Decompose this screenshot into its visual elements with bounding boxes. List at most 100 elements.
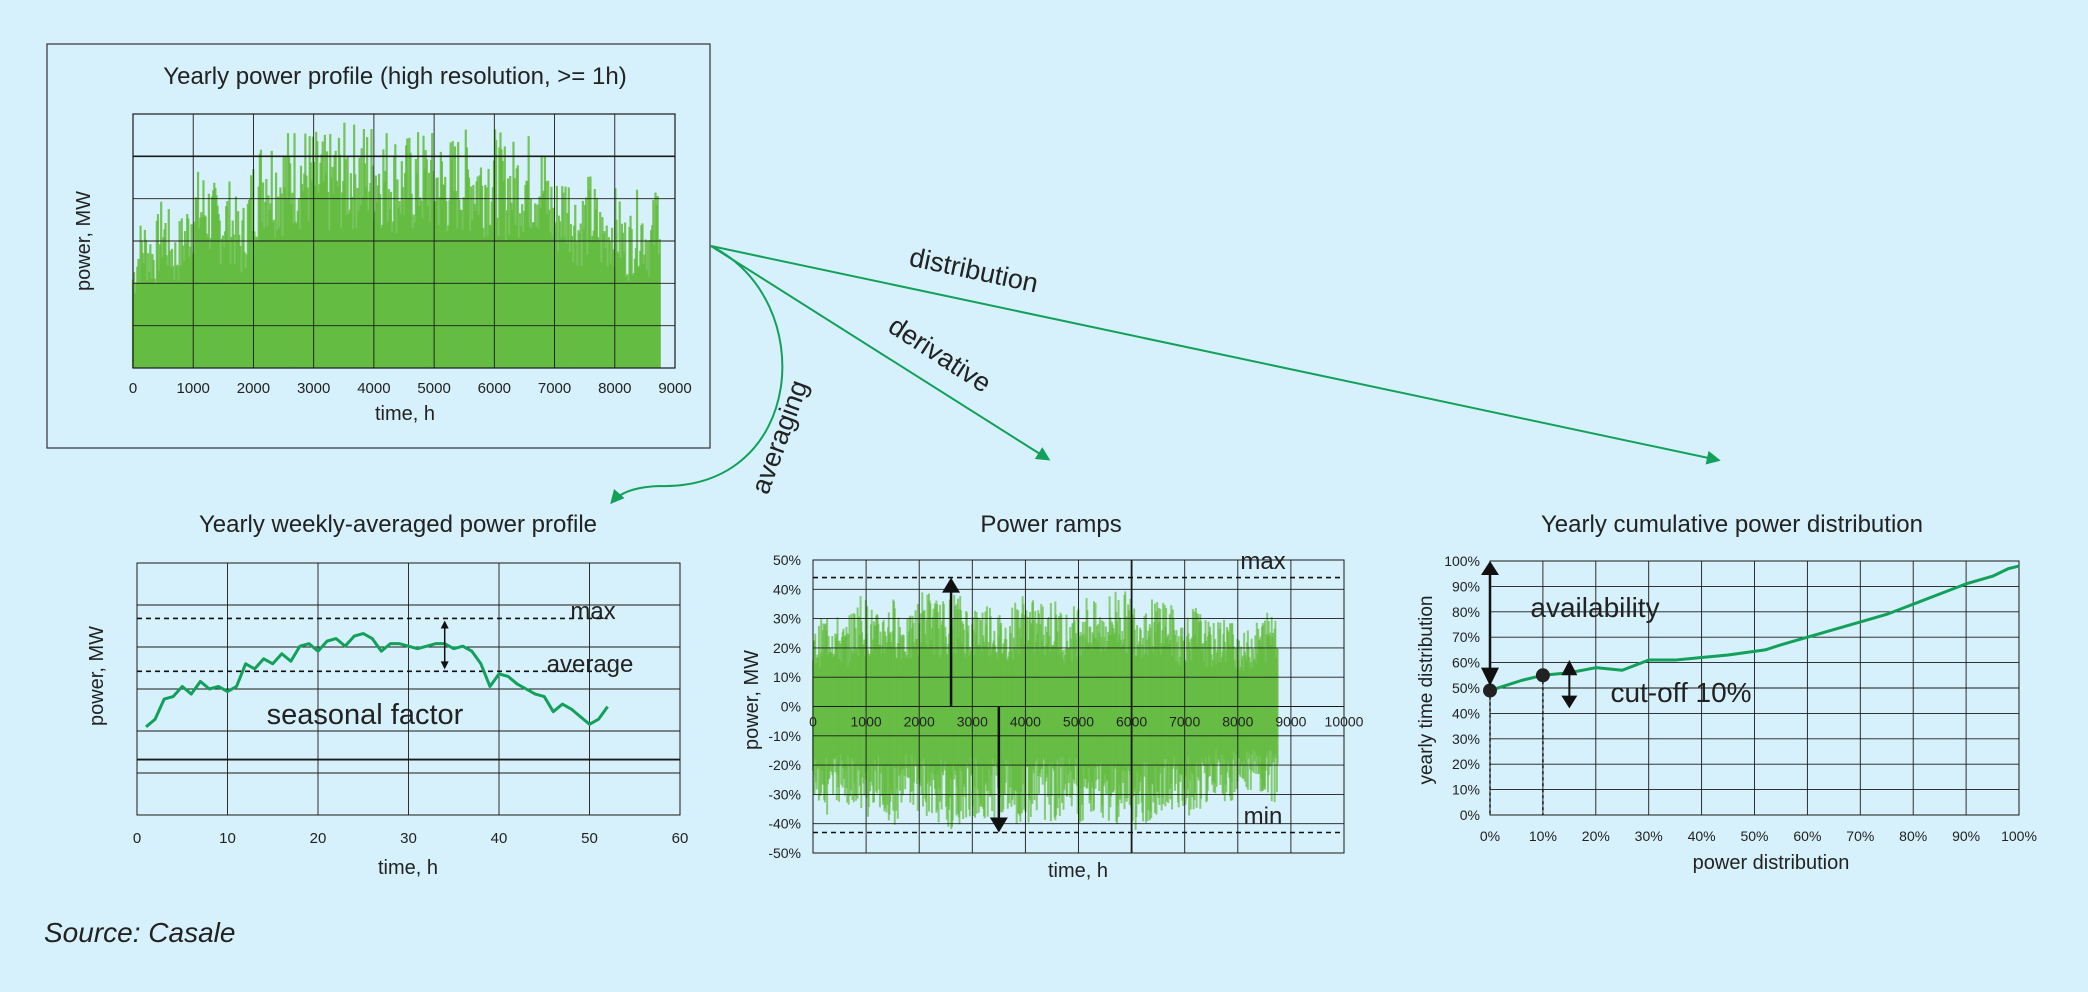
y-tick-label: -10%	[768, 728, 801, 744]
x-tick-label: 7000	[538, 380, 571, 397]
arrowhead	[1481, 667, 1499, 686]
x-tick-label: 60	[672, 830, 689, 847]
averaging-arrow	[610, 245, 784, 505]
y-tick-label: 20%	[773, 640, 801, 656]
marker-point	[1483, 683, 1497, 698]
profile-ylabel: power, MW	[73, 191, 95, 291]
cumulative-grid	[1489, 560, 2020, 816]
x-tick-label: 60%	[1793, 828, 1821, 844]
arrowhead	[1561, 695, 1578, 709]
profile-series	[131, 122, 661, 368]
arrowhead	[989, 817, 1008, 833]
y-tick-label: 30%	[1452, 731, 1480, 747]
seasonal-factor-label: seasonal factor	[267, 699, 464, 731]
x-tick-label: 2000	[237, 380, 270, 397]
x-tick-label: 3000	[957, 714, 988, 730]
y-tick-label: 60%	[1452, 655, 1480, 671]
x-tick-label: 4000	[1010, 714, 1041, 730]
x-tick-label: 2000	[904, 714, 935, 730]
weekly-xlabel: time, h	[378, 857, 438, 879]
x-tick-label: 50	[581, 830, 598, 847]
cumulative-line	[1489, 564, 2020, 692]
weekly-title: Yearly weekly-averaged power profile	[199, 511, 597, 538]
x-tick-label: 20%	[1582, 828, 1610, 844]
weekly-max-label: max	[570, 598, 615, 625]
distribution-arrow	[710, 245, 1721, 465]
ramps-min-label: min	[1244, 803, 1283, 830]
x-tick-label: 3000	[297, 380, 330, 397]
x-tick-label: 40	[491, 830, 508, 847]
weekly-ylabel: power, MW	[86, 626, 108, 726]
x-tick-label: 8000	[1222, 714, 1253, 730]
y-tick-label: 100%	[1444, 553, 1480, 569]
y-tick-label: 10%	[1452, 782, 1480, 798]
x-tick-label: 70%	[1846, 828, 1874, 844]
x-tick-label: 50%	[1740, 828, 1768, 844]
x-tick-label: 30%	[1635, 828, 1663, 844]
ramps-title: Power ramps	[980, 511, 1121, 538]
x-tick-label: 0	[809, 714, 817, 730]
source-caption: Source: Casale	[44, 917, 235, 948]
x-tick-label: 5000	[417, 380, 450, 397]
marker-point	[1535, 668, 1550, 683]
x-tick-label: 4000	[357, 380, 390, 397]
y-tick-label: 50%	[773, 552, 801, 568]
y-tick-label: 10%	[773, 669, 801, 685]
x-tick-label: 10%	[1529, 828, 1557, 844]
x-tick-label: 30	[400, 830, 417, 847]
availability-label: availability	[1530, 592, 1659, 623]
y-tick-label: -30%	[768, 786, 801, 802]
y-tick-label: 0%	[781, 699, 801, 715]
arrowhead	[440, 661, 449, 670]
distribution-label: distribution	[907, 242, 1041, 298]
y-tick-label: 20%	[1452, 756, 1480, 772]
x-tick-label: 6000	[1116, 714, 1147, 730]
profile-grid	[132, 113, 676, 369]
x-tick-label: 20	[310, 830, 327, 847]
ramps-ticks: 50% 40% 30% 20% 10% 0% -10% -20% -30% -40% -50% 0 10…	[768, 552, 1363, 861]
arrowhead	[1561, 660, 1578, 676]
cumulative-title: Yearly cumulative power distribution	[1541, 511, 1923, 538]
x-tick-label: 100%	[2001, 828, 2037, 844]
y-tick-label: 70%	[1452, 629, 1480, 645]
x-tick-label: 9000	[658, 380, 691, 397]
cumulative-ticks: 100% 90% 80% 70% 60% 50% 40% 30% 20% 10% 0%0% 10% 20…	[1444, 553, 2037, 844]
x-tick-label: 1000	[851, 714, 882, 730]
arrowhead	[440, 620, 449, 629]
derivative-arrow	[710, 245, 1051, 461]
y-tick-label: 50%	[1452, 680, 1480, 696]
x-tick-label: 40%	[1688, 828, 1716, 844]
profile-frame	[46, 43, 711, 449]
y-tick-label: -50%	[768, 845, 801, 861]
x-tick-label: 0%	[1480, 828, 1500, 844]
ramps-grid	[812, 559, 1345, 854]
arrowhead	[942, 577, 961, 593]
profile-title: Yearly power profile (high resolution, >…	[163, 63, 626, 90]
profile-xlabel: time, h	[375, 403, 435, 425]
x-tick-label: 9000	[1275, 714, 1306, 730]
weekly-average-label: average	[547, 651, 634, 678]
ramps-ylabel: power, MW	[741, 650, 763, 750]
x-tick-label: 0	[133, 830, 141, 847]
x-tick-label: 10	[219, 830, 236, 847]
arrowhead	[1481, 561, 1499, 575]
y-tick-label: -20%	[768, 757, 801, 773]
x-tick-label: 5000	[1063, 714, 1094, 730]
x-tick-label: 1000	[177, 380, 210, 397]
x-tick-label: 8000	[598, 380, 631, 397]
x-tick-label: 0	[129, 380, 137, 397]
cumulative-series	[1481, 561, 2020, 815]
y-tick-label: 90%	[1452, 578, 1480, 594]
x-tick-label: 90%	[1952, 828, 1980, 844]
ramps-max-label: max	[1240, 548, 1285, 575]
y-tick-label: -40%	[768, 816, 801, 832]
ramps-series	[812, 591, 1279, 830]
derivative-label: derivative	[883, 310, 996, 398]
cumulative-ylabel: yearly time distribution	[1416, 595, 1437, 784]
y-tick-label: 0%	[1460, 807, 1480, 823]
x-tick-label: 10000	[1325, 714, 1364, 730]
weekly-series	[137, 617, 609, 728]
profile-xticks: 0 1000 2000 3000 4000 5000 6000 7000 8000 9000	[129, 380, 692, 397]
x-tick-label: 80%	[1899, 828, 1927, 844]
